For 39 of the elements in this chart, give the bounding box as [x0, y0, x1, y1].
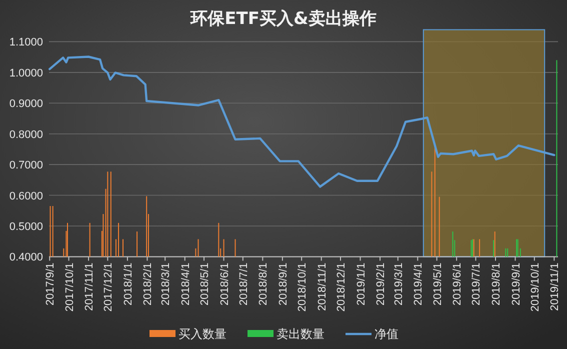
y-tick-label: 0.8000: [9, 128, 43, 141]
x-tick-label: 2018/3/1: [160, 262, 172, 306]
y-tick-label: 0.4000: [9, 252, 43, 264]
x-tick-label: 2019/9/1: [510, 262, 522, 306]
y-tick-label: 0.5000: [9, 220, 43, 233]
x-tick-label: 2018/8/1: [258, 262, 270, 306]
x-tick-label: 2018/12/1: [335, 262, 348, 312]
y-tick-label: 0.7000: [9, 160, 43, 172]
legend-label: 净值: [374, 327, 398, 341]
x-tick-label: 2017/11/1: [84, 262, 96, 311]
x-tick-label: 2018/4/1: [180, 262, 192, 306]
x-tick-label: 2018/11/1: [316, 262, 328, 311]
legend-label: 卖出数量: [276, 327, 324, 341]
x-tick-label: 2019/11/1: [549, 262, 562, 311]
x-tick-label: 2018/1/1: [122, 262, 134, 306]
x-tick-label: 2019/7/1: [470, 262, 483, 306]
x-tick-label: 2017/12/1: [102, 262, 115, 312]
x-tick-label: 2018/7/1: [238, 262, 250, 306]
x-tick-label: 2019/1/1: [355, 262, 368, 306]
x-tick-label: 2017/9/1: [44, 262, 57, 306]
x-tick-label: 2019/6/1: [452, 262, 464, 306]
x-tick-label: 2018/6/1: [218, 262, 231, 306]
y-tick-label: 0.6000: [9, 190, 43, 202]
x-tick-label: 2019/2/1: [375, 262, 388, 306]
x-tick-label: 2018/10/1: [296, 262, 309, 312]
x-tick-label: 2018/5/1: [198, 262, 211, 306]
y-tick-label: 1.1000: [9, 36, 43, 49]
x-tick-label: 2019/10/1: [529, 262, 542, 312]
x-tick-label: 2019/8/1: [490, 262, 502, 306]
x-tick-label: 2018/9/1: [277, 262, 290, 306]
x-tick-label: 2017/10/1: [64, 262, 76, 312]
x-tick-label: 2018/2/1: [142, 262, 154, 306]
chart-title: 环保ETF买入&卖出操作: [190, 9, 376, 29]
x-tick-label: 2019/4/1: [412, 262, 425, 306]
x-tick-label: 2019/3/1: [392, 262, 405, 306]
y-tick-label: 1.0000: [9, 67, 43, 80]
y-tick-label: 0.9000: [9, 98, 43, 110]
x-tick-label: 2019/5/1: [432, 262, 444, 306]
legend-label: 买入数量: [178, 327, 226, 341]
